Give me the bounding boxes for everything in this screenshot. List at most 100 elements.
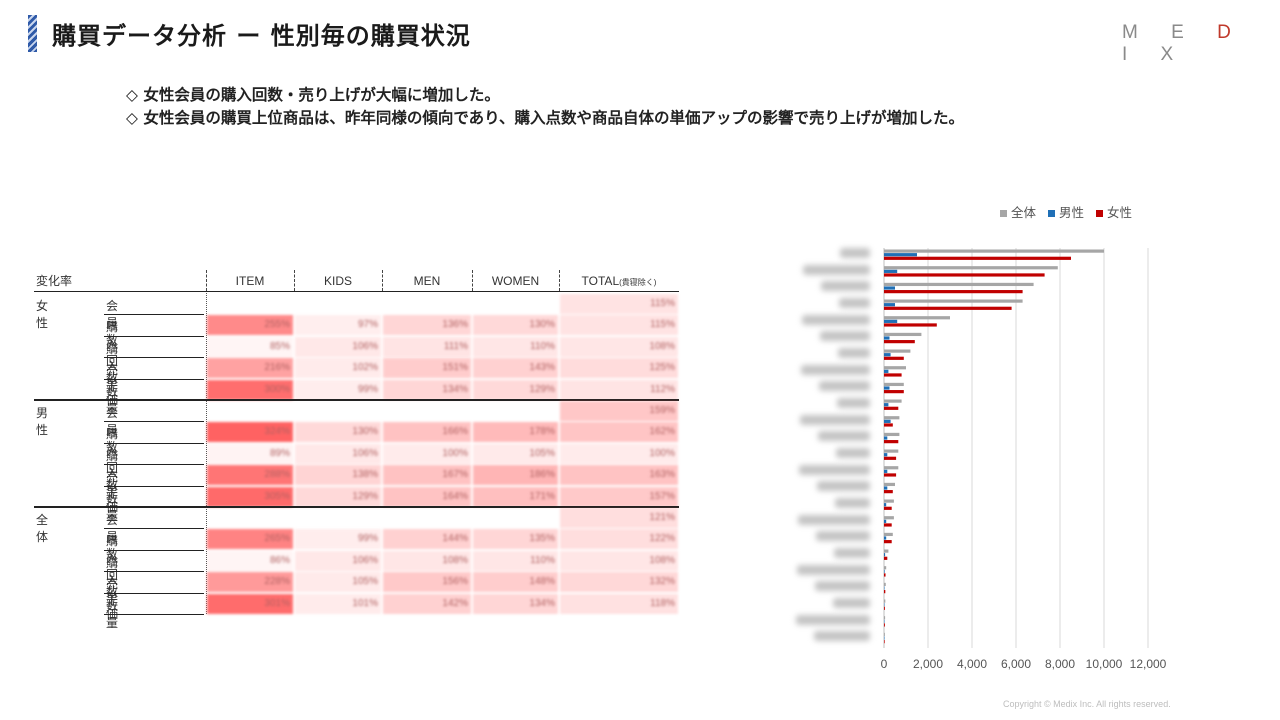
blurred-label — [835, 498, 870, 508]
row-separator — [104, 528, 204, 530]
legend-item: 全体 — [1000, 202, 1036, 221]
table-cell: 186% — [473, 465, 558, 486]
bar-female — [884, 356, 904, 360]
header-separator — [294, 270, 295, 291]
table-cell: 171% — [473, 486, 558, 507]
table-cell: 106% — [295, 336, 381, 357]
bar-total — [884, 332, 922, 337]
title-accent-bar — [28, 15, 37, 52]
bar-female — [884, 456, 897, 460]
bar-total — [884, 499, 894, 503]
row-separator — [104, 485, 204, 487]
bar-total — [884, 599, 886, 603]
bar-female — [884, 306, 1012, 310]
legend-swatch — [1048, 210, 1056, 217]
table-cell: 156% — [383, 572, 471, 593]
blurred-label — [797, 564, 870, 575]
table-cell: 125% — [560, 358, 678, 379]
bar-male — [884, 603, 885, 607]
bar-female — [884, 540, 892, 544]
bar-total — [884, 532, 893, 537]
table-cell: 138% — [295, 465, 381, 486]
bar-total — [884, 632, 885, 637]
table-vertical-separator — [206, 293, 207, 614]
table-cell: 324% — [207, 422, 293, 443]
bar-female — [884, 573, 886, 577]
metric-label: 売上 — [106, 577, 119, 609]
table-cell: 122% — [560, 529, 678, 550]
table-cell: 151% — [383, 358, 471, 379]
blurred-label — [820, 331, 870, 342]
bar-total — [884, 282, 1034, 287]
bar-female — [884, 490, 893, 494]
chart-legend: 全体 男性 女性 — [1000, 202, 1132, 221]
header-underline — [34, 291, 679, 292]
blurred-label — [798, 514, 870, 525]
header-separator — [206, 270, 207, 291]
blurred-label — [814, 631, 870, 642]
table-cell: 255% — [207, 315, 293, 336]
table-cell: 228% — [207, 572, 293, 593]
bar-female — [884, 473, 897, 477]
bar-total — [884, 382, 904, 387]
table-cell: 89% — [207, 443, 293, 464]
table-cell: 110% — [473, 336, 558, 357]
bar-female — [884, 440, 899, 444]
bar-total — [884, 549, 889, 553]
bar-male — [884, 553, 886, 557]
blurred-label — [837, 398, 870, 408]
bar-male — [884, 286, 895, 290]
bar-male — [884, 253, 917, 257]
table-cell: 157% — [560, 486, 678, 507]
total-label: TOTAL — [581, 274, 620, 288]
table-cell: 115% — [560, 294, 678, 314]
table-cell: 97% — [295, 315, 381, 336]
bar-male — [884, 519, 887, 523]
blurred-label — [838, 348, 870, 358]
summary-bullet: ◇ 女性会員の購買上位商品は、昨年同様の傾向であり、購入点数や商品自体の単価アッ… — [126, 109, 965, 127]
bar-male — [884, 586, 885, 590]
bar-total — [884, 316, 950, 320]
x-tick-label: 8,000 — [1045, 657, 1075, 671]
bar-female — [884, 506, 892, 510]
medix-logo: M E D I X — [1122, 22, 1280, 66]
table-cell: 112% — [560, 379, 678, 400]
blurred-label — [836, 448, 870, 458]
table-cell: 216% — [207, 358, 293, 379]
table-cell: 143% — [473, 358, 558, 379]
table-cell: 129% — [295, 486, 381, 507]
column-header-total: TOTAL(貴寝除く) — [559, 270, 679, 291]
logo-text-post: I X — [1122, 44, 1188, 65]
table-cell: 130% — [295, 422, 381, 443]
bar-female — [884, 523, 892, 527]
legend-item: 男性 — [1048, 202, 1084, 221]
bar-total — [884, 582, 886, 587]
bar-total — [884, 432, 900, 437]
bar-male — [884, 569, 885, 573]
bar-male — [884, 503, 887, 507]
table-cell: 101% — [295, 593, 381, 614]
bar-male — [884, 403, 889, 407]
blurred-label — [840, 248, 870, 258]
row-separator — [104, 549, 204, 551]
table-cell: 130% — [473, 315, 558, 336]
bar-male — [884, 469, 888, 473]
bar-female — [884, 590, 886, 594]
metric-label: 会員数 — [106, 299, 119, 347]
summary-bullets: ◇ 女性会員の購入回数・売り上げが大幅に増加した。 ◇ 女性会員の購買上位商品は… — [126, 84, 964, 130]
blurred-label — [816, 531, 870, 542]
column-header: WOMEN — [491, 274, 540, 288]
column-header: ITEM — [235, 274, 265, 288]
bar-female — [884, 323, 937, 327]
metric-label: 購入回数 — [106, 534, 119, 600]
table-cell: 86% — [207, 550, 293, 571]
table-cell: 167% — [383, 465, 471, 486]
table-cell: 144% — [383, 529, 471, 550]
table-cell: 121% — [560, 508, 678, 528]
table-cell: 166% — [383, 422, 471, 443]
blurred-label — [834, 548, 870, 558]
table-cell: 110% — [473, 550, 558, 571]
bar-male — [884, 619, 885, 623]
metric-label: 売上 — [106, 470, 119, 502]
